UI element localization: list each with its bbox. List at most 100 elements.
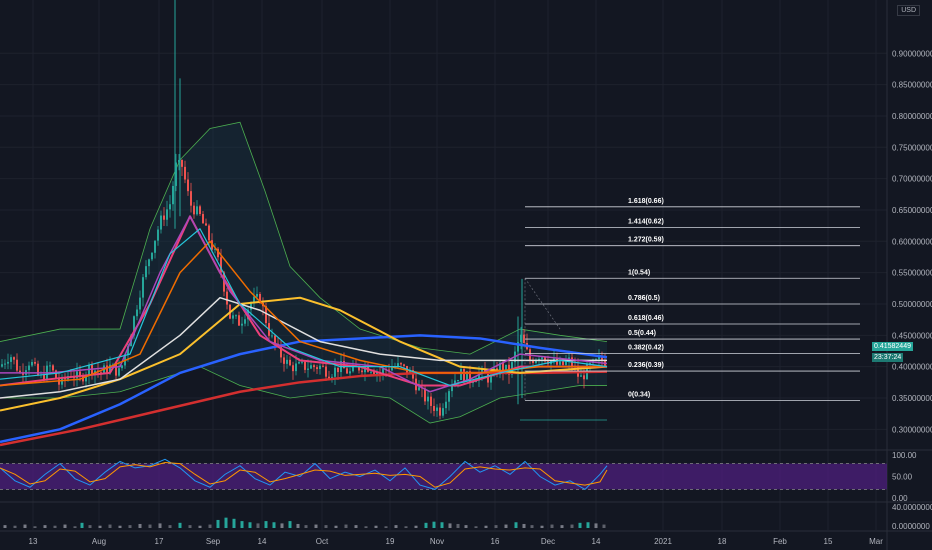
volume-bar (53, 525, 57, 528)
volume-bar (530, 525, 534, 528)
candle-body (241, 323, 243, 326)
candle-body (403, 364, 405, 366)
candle-body (472, 382, 474, 384)
candle-body (235, 315, 237, 317)
candle-body (115, 364, 117, 376)
time-axis-label: Oct (316, 537, 329, 546)
volume-bar (504, 524, 508, 528)
candle-body (424, 388, 426, 402)
candle-body (55, 370, 57, 379)
time-axis-label: Aug (92, 537, 106, 546)
price-axis-label: 0.35000000 (892, 394, 932, 403)
volume-bar (264, 521, 268, 528)
volume-bar (98, 525, 102, 528)
candle-body (445, 401, 447, 409)
candle-body (469, 371, 471, 383)
fib-level-label: 0.618(0.46) (628, 315, 664, 322)
volume-bar (354, 525, 358, 528)
candle-body (154, 240, 156, 253)
candle-body (178, 159, 180, 163)
candle-body (184, 166, 186, 180)
fib-level-label: 0.236(0.39) (628, 362, 664, 369)
volume-bar (394, 525, 398, 528)
bollinger-band-fill (0, 122, 607, 424)
candle-body (1, 364, 3, 367)
price-axis-label: 0.30000000 (892, 425, 932, 434)
volume-bar (560, 525, 564, 528)
volume-bar (80, 522, 84, 528)
time-axis-label: 15 (824, 537, 833, 546)
volume-bar (288, 521, 292, 528)
candle-body (202, 214, 204, 224)
rsi-signal-line (0, 462, 608, 488)
candle-body (214, 248, 216, 250)
candle-body (520, 334, 522, 343)
volume-bar (432, 521, 436, 528)
candle-body (289, 359, 291, 366)
volume-bar (424, 522, 428, 528)
candle-body (487, 373, 489, 383)
candle-body (169, 204, 171, 210)
price-axis-label: 0.45000000 (892, 331, 932, 340)
candle-body (358, 366, 360, 371)
candle-body (382, 368, 384, 374)
candle-body (148, 259, 150, 267)
candle-body (259, 294, 261, 303)
volume-bar (148, 524, 152, 528)
volume-bar (440, 522, 444, 528)
candle-body (457, 380, 459, 382)
candle-body (79, 371, 81, 377)
volume-bar (272, 522, 276, 528)
volume-bar (448, 523, 452, 528)
moving-average-line (0, 296, 607, 399)
time-axis-label: 14 (258, 537, 267, 546)
time-axis-label: Nov (430, 537, 444, 546)
volume-bar (550, 524, 554, 528)
candle-body (145, 266, 147, 278)
time-axis-label: Dec (541, 537, 555, 546)
volume-bar (364, 526, 368, 528)
price-axis-label: 0.40000000 (892, 363, 932, 372)
candle-body (85, 375, 87, 382)
fib-level-label: 0(0.34) (628, 392, 650, 399)
volume-axis-label: 40.0000000 (892, 503, 932, 512)
volume-bar (23, 524, 27, 528)
candle-body (328, 376, 330, 379)
candle-body (523, 334, 525, 344)
volume-bar (384, 526, 388, 528)
candle-body (601, 356, 603, 361)
moving-average-line (0, 228, 608, 387)
candle-body (220, 257, 222, 273)
candle-body (436, 407, 438, 411)
candle-body (442, 408, 444, 416)
time-axis-label: 17 (155, 537, 164, 546)
fib-level-label: 1(0.54) (628, 269, 650, 276)
candle-body (76, 371, 78, 379)
candle-body (304, 361, 306, 370)
candle-body (418, 387, 420, 391)
price-axis-label: 0.85000000 (892, 81, 932, 90)
candle-body (139, 297, 141, 310)
candle-body (232, 315, 234, 319)
candle-body (34, 361, 36, 364)
candle-body (499, 362, 501, 375)
candle-body (316, 367, 318, 370)
candle-body (433, 405, 435, 411)
volume-bar (118, 525, 122, 528)
fib-level-label: 0.382(0.42) (628, 344, 664, 351)
price-axis-label: 0.60000000 (892, 237, 932, 246)
candle-body (559, 361, 561, 365)
volume-bar (514, 522, 518, 528)
candle-body (460, 368, 462, 381)
fib-level-label: 1.272(0.59) (628, 237, 664, 244)
candle-body (598, 356, 600, 360)
candle-body (49, 365, 51, 367)
price-axis-label: 0.75000000 (892, 143, 932, 152)
candle-body (19, 370, 21, 373)
candle-body (271, 335, 273, 337)
candle-body (301, 361, 303, 363)
volume-bar (138, 523, 142, 528)
candle-body (157, 229, 159, 241)
volume-bar (240, 521, 244, 528)
